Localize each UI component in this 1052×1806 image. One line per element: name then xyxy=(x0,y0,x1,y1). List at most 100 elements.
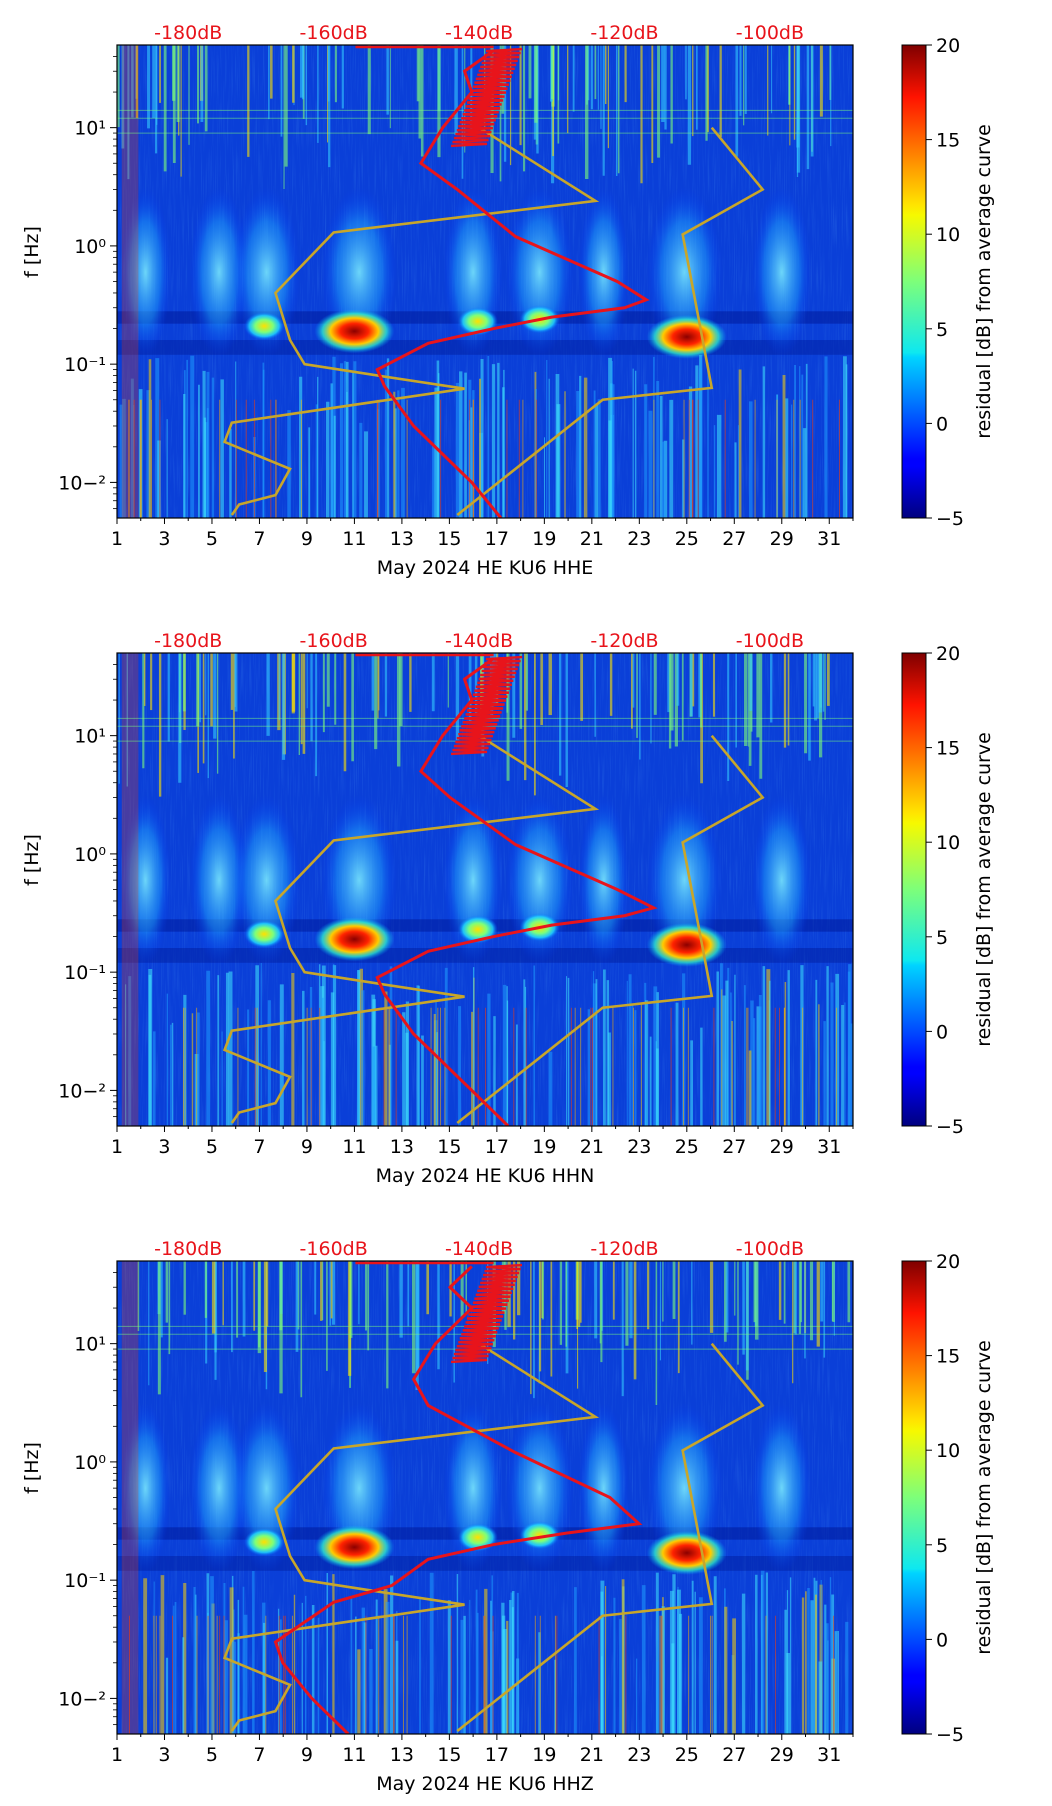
noise-model-high-line xyxy=(456,734,765,1125)
noise-model-low-line xyxy=(222,1342,600,1732)
colorbar-gradient xyxy=(901,652,927,1127)
bright-event xyxy=(646,922,727,967)
db-label: -140dB xyxy=(445,1238,513,1260)
plume xyxy=(752,1403,812,1574)
plume xyxy=(120,187,171,358)
x-tick-label: 1 xyxy=(111,528,123,550)
colorbar-tick-label: 0 xyxy=(936,413,948,435)
bright-event xyxy=(314,309,395,354)
db-label: -100dB xyxy=(736,22,804,44)
y-axis-label: f [Hz] xyxy=(21,834,43,886)
y-tick-label: 10⁰ xyxy=(74,844,106,866)
colorbar-gradient xyxy=(901,1260,927,1735)
db-label: -140dB xyxy=(445,630,513,652)
bright-event xyxy=(519,1521,560,1550)
x-tick-label: 19 xyxy=(532,528,556,550)
x-tick-label: 21 xyxy=(580,1744,604,1766)
db-label: -100dB xyxy=(736,1238,804,1260)
plume xyxy=(120,1403,171,1574)
x-tick-label: 15 xyxy=(437,1136,461,1158)
noise-model-low-line xyxy=(222,734,600,1124)
colorbar-label: residual [dB] from average curve xyxy=(973,1340,995,1655)
y-tick-label: 10⁰ xyxy=(74,1452,106,1474)
x-tick-label: 31 xyxy=(817,1136,841,1158)
average-psd-line xyxy=(273,1265,643,1734)
x-tick-label: 7 xyxy=(253,1744,265,1766)
x-tick-label: 27 xyxy=(722,1136,746,1158)
plume xyxy=(752,795,812,966)
plume xyxy=(752,187,812,358)
plume xyxy=(189,795,249,966)
edge-column xyxy=(121,45,139,518)
x-tick-label: 25 xyxy=(675,528,699,550)
x-tick-label: 25 xyxy=(675,1744,699,1766)
x-tick-label: 23 xyxy=(627,528,651,550)
colorbar-tick-label: 20 xyxy=(936,643,960,665)
y-tick-label: 10−² xyxy=(58,1080,106,1102)
colorbar-tick-label: 0 xyxy=(936,1021,948,1043)
colorbar-tick-label: 0 xyxy=(936,1629,948,1651)
colorbar-label: residual [dB] from average curve xyxy=(973,732,995,1047)
y-tick-label: 10¹ xyxy=(74,1334,106,1356)
colorbar-tick-label: −5 xyxy=(936,508,964,530)
average-psd-line xyxy=(375,49,650,518)
y-tick-label: 10⁰ xyxy=(74,236,106,258)
spectrogram-image xyxy=(117,653,853,1126)
x-tick-label: 11 xyxy=(342,1744,366,1766)
plume xyxy=(578,1403,629,1574)
x-tick-label: 29 xyxy=(770,528,794,550)
x-tick-label: 3 xyxy=(158,1744,170,1766)
colorbar-tick-label: −5 xyxy=(936,1116,964,1138)
colorbar-tick-label: −5 xyxy=(936,1724,964,1746)
x-tick-label: 9 xyxy=(301,1136,313,1158)
average-psd-zigzag xyxy=(450,47,523,148)
db-label: -120dB xyxy=(590,22,658,44)
x-tick-label: 9 xyxy=(301,528,313,550)
colorbar: 20 15 10 5 0 −5 residual [dB] from average cur… xyxy=(901,35,995,530)
x-tick-label: 21 xyxy=(580,1136,604,1158)
db-label: -120dB xyxy=(590,1238,658,1260)
colorbar-tick-label: 15 xyxy=(936,1346,960,1368)
spectrogram-image xyxy=(117,1261,853,1734)
bright-event xyxy=(244,920,285,949)
db-label: -180dB xyxy=(154,22,222,44)
x-tick-label: 3 xyxy=(158,1136,170,1158)
y-tick-label: 10−² xyxy=(58,1688,106,1710)
colorbar: 20 15 10 5 0 −5 residual [dB] from average cur… xyxy=(901,643,995,1138)
x-tick-label: 17 xyxy=(485,1744,509,1766)
y-tick-label: 10¹ xyxy=(74,118,106,140)
x-tick-label: 13 xyxy=(390,528,414,550)
bright-event xyxy=(314,917,395,962)
colorbar-tick-label: 10 xyxy=(936,832,960,854)
x-tick-label: 3 xyxy=(158,528,170,550)
noise-model-high-line xyxy=(456,1342,765,1733)
spectrogram-image xyxy=(117,45,853,518)
y-tick-label: 10¹ xyxy=(74,726,106,748)
db-label: -160dB xyxy=(300,22,368,44)
noise-model-low-line xyxy=(222,126,600,516)
x-tick-label: 13 xyxy=(390,1136,414,1158)
x-tick-label: 23 xyxy=(627,1744,651,1766)
db-label: -100dB xyxy=(736,630,804,652)
colorbar-tick-label: 15 xyxy=(936,130,960,152)
x-tick-label: 31 xyxy=(817,528,841,550)
plume xyxy=(120,795,171,966)
x-tick-label: 11 xyxy=(342,1136,366,1158)
x-tick-label: 29 xyxy=(770,1136,794,1158)
plume xyxy=(189,187,249,358)
x-tick-label: 15 xyxy=(437,1744,461,1766)
x-tick-label: 5 xyxy=(206,1136,218,1158)
x-tick-label: 13 xyxy=(390,1744,414,1766)
y-tick-label: 10⁻¹ xyxy=(64,354,106,376)
colorbar: 20 15 10 5 0 −5 residual [dB] from average cur… xyxy=(901,1251,995,1746)
colorbar-tick-label: 10 xyxy=(936,224,960,246)
bright-event xyxy=(646,314,727,359)
db-label: -180dB xyxy=(154,1238,222,1260)
y-axis-label: f [Hz] xyxy=(21,226,43,278)
x-axis-label: May 2024 HE KU6 HHZ xyxy=(376,1773,594,1795)
colorbar-gradient xyxy=(901,44,927,519)
x-tick-label: 31 xyxy=(817,1744,841,1766)
x-tick-label: 7 xyxy=(253,1136,265,1158)
